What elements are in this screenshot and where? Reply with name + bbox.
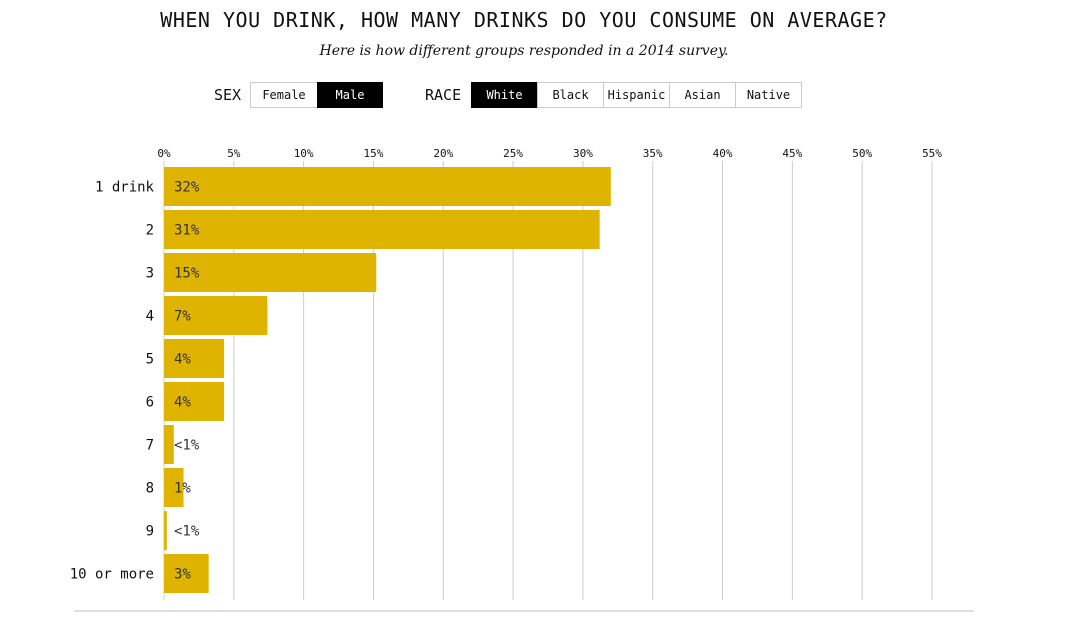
race-option-native[interactable]: Native — [735, 82, 802, 108]
data-label: 7% — [174, 309, 191, 325]
x-tick-label: 30% — [573, 147, 593, 160]
data-label: 15% — [174, 266, 200, 282]
data-label: 3% — [174, 567, 191, 583]
data-label: <1% — [174, 438, 200, 454]
chart-title: WHEN YOU DRINK, HOW MANY DRINKS DO YOU C… — [160, 8, 888, 32]
data-label: 1% — [174, 481, 191, 497]
category-label: 3 — [146, 266, 154, 282]
x-tick-label: 20% — [433, 147, 453, 160]
x-tick-label: 5% — [227, 147, 241, 160]
data-label: 4% — [174, 352, 191, 368]
bar — [164, 382, 225, 421]
bar — [164, 210, 600, 249]
chart-subtitle: Here is how different groups responded i… — [319, 43, 729, 59]
x-tick-label: 50% — [852, 147, 872, 160]
bar — [164, 468, 184, 507]
x-tick-label: 10% — [294, 147, 314, 160]
bar — [164, 425, 174, 464]
race-option-black[interactable]: Black — [537, 82, 604, 108]
sex-filter-group: Female Male — [250, 82, 383, 108]
race-filter-label: RACE — [425, 86, 462, 104]
data-label: <1% — [174, 524, 200, 540]
race-option-hispanic[interactable]: Hispanic — [603, 82, 670, 108]
category-label: 4 — [146, 309, 154, 325]
sex-option-male[interactable]: Male — [317, 82, 383, 108]
bar — [164, 296, 268, 335]
data-label: 4% — [174, 395, 191, 411]
category-label: 7 — [146, 438, 154, 454]
data-label: 31% — [174, 223, 200, 239]
sex-option-female[interactable]: Female — [250, 82, 318, 108]
bar — [164, 339, 225, 378]
race-option-white[interactable]: White — [471, 82, 538, 108]
category-label: 6 — [146, 395, 154, 411]
category-label: 8 — [146, 481, 154, 497]
bar — [164, 554, 209, 593]
data-label: 32% — [174, 180, 200, 196]
x-tick-label: 55% — [922, 147, 942, 160]
bar — [164, 511, 167, 550]
category-label: 10 or more — [70, 567, 154, 583]
bar — [164, 253, 377, 292]
x-tick-label: 45% — [782, 147, 802, 160]
category-label: 2 — [146, 223, 154, 239]
race-option-asian[interactable]: Asian — [669, 82, 736, 108]
category-label: 9 — [146, 524, 154, 540]
x-tick-label: 25% — [503, 147, 523, 160]
x-tick-label: 35% — [643, 147, 663, 160]
sex-filter-label: SEX — [214, 86, 242, 104]
x-tick-label: 40% — [713, 147, 733, 160]
race-filter-group: White Black Hispanic Asian Native — [471, 82, 802, 108]
x-tick-label: 15% — [364, 147, 384, 160]
x-tick-label: 0% — [157, 147, 171, 160]
bar — [164, 167, 611, 206]
category-label: 1 drink — [95, 180, 155, 196]
category-label: 5 — [146, 352, 154, 368]
